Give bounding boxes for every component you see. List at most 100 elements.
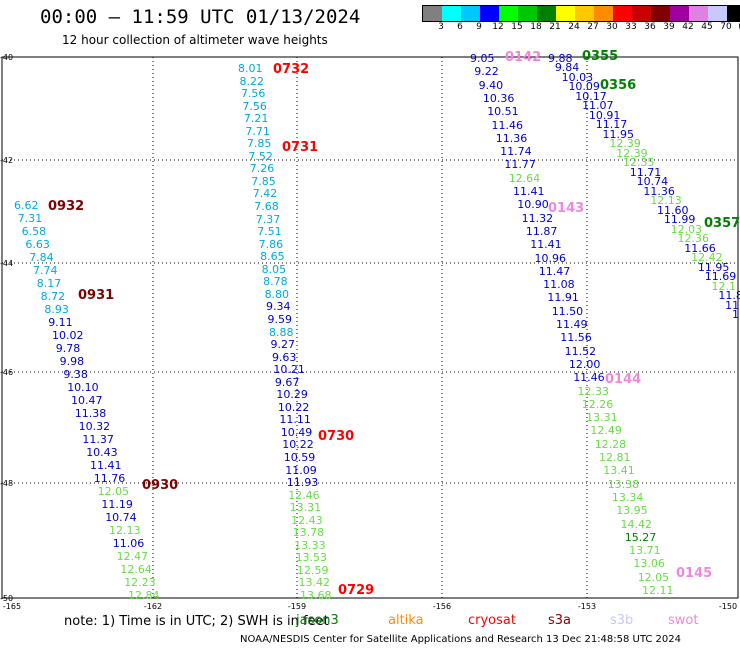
longitude-label: -153: [577, 602, 597, 611]
wave-height-value: 10.22: [277, 400, 310, 414]
wave-height-value: 9.67: [274, 375, 300, 389]
wave-height-value: 11.19: [101, 498, 133, 511]
colorbar-swatch: [613, 6, 632, 21]
colorbar-swatch: [651, 6, 670, 21]
wave-height-colorbar: [422, 5, 740, 22]
units-note: note: 1) Time is in UTC; 2) SWH is in fe…: [64, 614, 329, 629]
colorbar-swatch: [499, 6, 518, 21]
wave-height-value: 11.87: [525, 224, 558, 238]
wave-height-value: 12.36: [677, 232, 709, 246]
colorbar-label: 42: [682, 22, 694, 32]
wave-height-value: 9.22: [474, 65, 499, 79]
colorbar-label: 27: [587, 22, 599, 32]
wave-height-value: 9.88: [548, 52, 573, 65]
latitude-label: -40: [0, 53, 14, 62]
wave-height-value: 12.81: [599, 451, 631, 464]
wave-height-value: 11.60: [657, 203, 689, 217]
wave-height-value: 11.17: [595, 118, 628, 132]
wave-height-value: 7.56: [240, 87, 266, 101]
pass-time-label: 0357: [704, 216, 740, 231]
wave-height-value: 12.26: [581, 397, 614, 411]
wave-height-value: 9.05: [470, 52, 495, 65]
longitude-label: -156: [432, 602, 452, 611]
wave-height-value: 15.27: [624, 530, 657, 544]
wave-height-value: 8.17: [36, 277, 62, 290]
wave-height-value: 12.59: [297, 563, 329, 577]
pass-time-label: 0729: [338, 583, 375, 598]
page-subtitle: 12 hour collection of altimeter wave hei…: [62, 33, 328, 47]
wave-height-value: 11.50: [551, 304, 584, 318]
wave-height-value: 12.42: [691, 251, 723, 265]
colorbar-label: 12: [492, 22, 504, 32]
wave-height-value: 13.33: [294, 538, 326, 552]
wave-height-value: 9.40: [478, 78, 504, 92]
colorbar-swatch: [480, 6, 499, 21]
colorbar-swatch: [518, 6, 537, 21]
colorbar-label: 15: [511, 22, 523, 32]
colorbar-label: 36: [644, 22, 656, 32]
colorbar-swatch: [442, 6, 461, 21]
wave-height-value: 11.95: [602, 127, 635, 141]
pass-time-label: 0144: [605, 372, 642, 387]
wave-height-value: 7.85: [251, 174, 276, 188]
wave-height-value: 10.32: [78, 420, 111, 433]
wave-height-value: 9.27: [270, 338, 295, 352]
wave-height-value: 11.52: [564, 344, 597, 358]
pass-time-label: 0730: [318, 429, 355, 444]
pass-time-label: 0143: [548, 201, 585, 216]
wave-height-value: 11.8: [718, 289, 740, 303]
wave-height-value: 9.78: [55, 342, 81, 355]
wave-height-value: 12.84: [128, 589, 160, 602]
pass-time-label: 0355: [582, 49, 619, 64]
wave-height-value: 10.47: [71, 394, 103, 407]
wave-height-value: 11.99: [663, 213, 696, 227]
wave-height-value: 11.41: [90, 459, 122, 472]
wave-height-value: 12.47: [116, 550, 149, 563]
wave-height-value: 11.46: [573, 371, 605, 385]
wave-height-value: 8.78: [263, 275, 288, 289]
wave-height-value: 11.: [725, 298, 740, 312]
longitude-label: -165: [2, 602, 22, 611]
wave-height-value: 11.07: [582, 99, 614, 113]
wave-height-value: 12.13: [650, 194, 682, 208]
satellite-legend-entry: s3a: [548, 613, 572, 628]
wave-height-value: 13.42: [298, 576, 331, 590]
wave-height-value: 13.31: [586, 411, 618, 425]
plot-frame: [1, 56, 739, 599]
wave-height-value: 12.28: [594, 437, 627, 451]
wave-height-value: 8.88: [269, 325, 294, 339]
wave-height-value: 7.31: [17, 212, 43, 225]
satellite-legend-entry: jason3: [296, 613, 339, 628]
wave-height-value: 11.38: [74, 407, 107, 420]
wave-height-value: 9.38: [63, 368, 88, 381]
wave-height-value: 7.51: [257, 225, 282, 239]
satellite-legend-entry: swot: [668, 613, 699, 628]
colorbar-swatch: [423, 6, 442, 21]
wave-height-value: 11.47: [538, 264, 571, 278]
wave-height-value: 11.09: [285, 463, 317, 477]
wave-height-value: 8.80: [264, 287, 290, 301]
wave-height-value: 7.52: [248, 149, 273, 163]
wave-height-value: 11.08: [543, 278, 575, 292]
wave-height-value: 10.43: [86, 446, 118, 459]
colorbar-label: 39: [663, 22, 675, 32]
wave-height-value: 7.68: [254, 200, 279, 214]
wave-height-value: 13.95: [616, 504, 648, 518]
latitude-label: -48: [0, 479, 14, 488]
colorbar-label: 18: [530, 22, 542, 32]
wave-height-value: 10.21: [273, 363, 305, 377]
wave-height-value: 10.91: [588, 108, 621, 122]
wave-height-value: 6.63: [25, 238, 50, 251]
pass-time-label: 0142: [505, 50, 542, 65]
pass-time-label: 0732: [273, 62, 310, 77]
wave-height-value: 11.36: [495, 131, 528, 145]
wave-height-value: 13.71: [629, 544, 661, 558]
pass-time-label: 0145: [676, 566, 713, 581]
page-title: 00:00 — 11:59 UTC 01/13/2024: [40, 6, 361, 28]
wave-height-value: 12.39: [616, 146, 648, 160]
wave-height-value: 10.96: [534, 251, 567, 265]
wave-height-value: 11.36: [643, 184, 675, 198]
credit-footer: NOAA/NESDIS Center for Satellite Applica…: [240, 634, 682, 645]
wave-height-value: 8.22: [239, 74, 264, 88]
wave-height-value: 7.26: [249, 162, 275, 176]
